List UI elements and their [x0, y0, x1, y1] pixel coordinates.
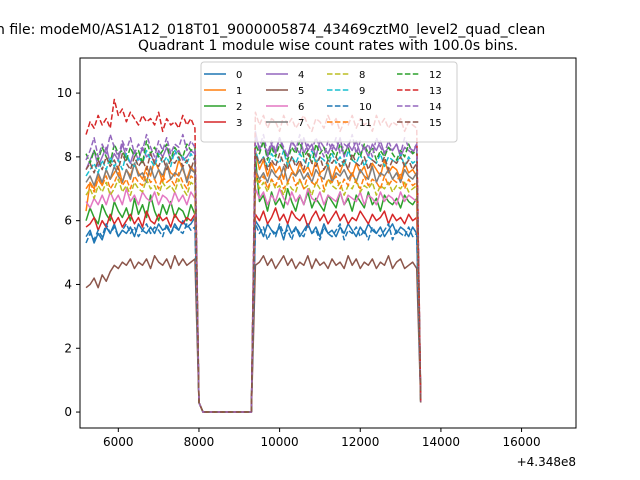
y-tick-label: 0	[64, 405, 72, 419]
legend-label-2: 2	[236, 102, 242, 113]
series-line-2	[85, 156, 422, 413]
x-offset-label: +4.348e8	[517, 455, 576, 469]
x-tick-label: 12000	[341, 435, 379, 449]
series-line-11	[85, 172, 422, 413]
series-line-6	[85, 188, 422, 413]
legend-label-15: 15	[429, 118, 442, 129]
series-line-5	[85, 255, 422, 413]
x-axis: 6000 8000 10000 12000 14000 16000	[103, 428, 541, 449]
legend-label-14: 14	[429, 102, 442, 113]
legend-label-0: 0	[236, 70, 242, 81]
series-line-9	[85, 149, 422, 413]
x-tick-label: 8000	[184, 435, 215, 449]
x-tick-label: 6000	[103, 435, 134, 449]
legend-label-7: 7	[298, 118, 304, 129]
legend-label-13: 13	[429, 86, 442, 97]
y-tick-label: 8	[64, 150, 72, 164]
legend-label-5: 5	[298, 86, 304, 97]
series-line-14	[85, 133, 422, 413]
series-line-3	[85, 207, 422, 413]
legend-label-6: 6	[298, 102, 304, 113]
x-tick-label: 10000	[261, 435, 299, 449]
legend-label-8: 8	[359, 70, 365, 81]
series-line-7	[85, 162, 422, 413]
legend-label-11: 11	[359, 118, 372, 129]
legend-box	[200, 61, 458, 143]
series-line-0	[85, 216, 422, 413]
y-tick-label: 6	[64, 214, 72, 228]
legend-label-9: 9	[359, 86, 365, 97]
series-line-10	[85, 223, 422, 413]
series-line-15	[85, 152, 422, 413]
legend-label-12: 12	[429, 70, 442, 81]
legend-label-4: 4	[298, 70, 304, 81]
y-axis: 0 2 4 6 8 10	[57, 86, 80, 419]
y-tick-label: 4	[64, 277, 72, 291]
x-tick-label: 16000	[502, 435, 540, 449]
y-tick-label: 2	[64, 341, 72, 355]
figure-suptitle: n file: modeM0/AS1A12_018T01_9000005874_…	[0, 22, 545, 38]
y-tick-label: 10	[57, 86, 72, 100]
legend-label-1: 1	[236, 86, 242, 97]
series-line-4	[85, 130, 422, 413]
x-tick-label: 14000	[422, 435, 460, 449]
legend-label-10: 10	[359, 102, 372, 113]
chart-title: Quadrant 1 module wise count rates with …	[138, 38, 518, 54]
plot-frame	[79, 57, 577, 429]
legend-label-3: 3	[236, 118, 242, 129]
